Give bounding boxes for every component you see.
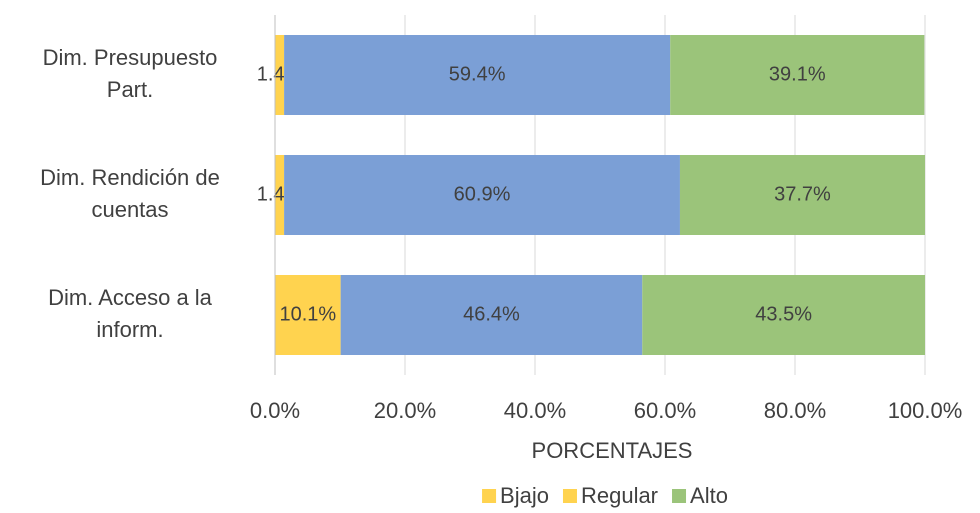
data-label: 43.5%	[755, 303, 812, 325]
bar-segment	[642, 275, 925, 355]
y-tick-label: Dim. Rendición de	[40, 165, 220, 190]
bar-segment	[275, 155, 285, 235]
x-tick-label: 60.0%	[634, 398, 696, 423]
data-label: 59.4%	[449, 63, 506, 85]
y-tick-label: inform.	[96, 317, 163, 342]
legend-swatch	[672, 489, 687, 503]
bar-segment	[275, 35, 285, 115]
x-tick-label: 100.0%	[888, 398, 963, 423]
y-tick-label: Part.	[107, 77, 153, 102]
data-label: 46.4%	[463, 303, 520, 325]
legend-label: Regular	[581, 483, 658, 508]
bar-segment	[284, 155, 680, 235]
data-label: 60.9%	[454, 183, 511, 205]
y-tick-label: Dim. Acceso a la	[48, 285, 213, 310]
data-label: 39.1%	[769, 63, 826, 85]
x-axis-title: PORCENTAJES	[532, 438, 693, 463]
x-tick-label: 0.0%	[250, 398, 300, 423]
legend-label: Alto	[690, 483, 728, 508]
y-tick-label: cuentas	[91, 197, 168, 222]
legend-swatch	[562, 489, 577, 503]
bar-segment	[275, 275, 341, 355]
x-tick-label: 80.0%	[764, 398, 826, 423]
legend-swatch	[482, 489, 497, 503]
bar-segment	[670, 35, 925, 115]
x-tick-label: 40.0%	[504, 398, 566, 423]
x-tick-label: 20.0%	[374, 398, 436, 423]
bar-segment	[284, 35, 671, 115]
bar-segment	[679, 155, 925, 235]
data-label: 37.7%	[774, 183, 831, 205]
data-label: 10.1%	[279, 303, 336, 325]
bar-segment	[340, 275, 643, 355]
y-tick-label: Dim. Presupuesto	[43, 45, 218, 70]
legend-label: Bjajo	[500, 483, 549, 508]
